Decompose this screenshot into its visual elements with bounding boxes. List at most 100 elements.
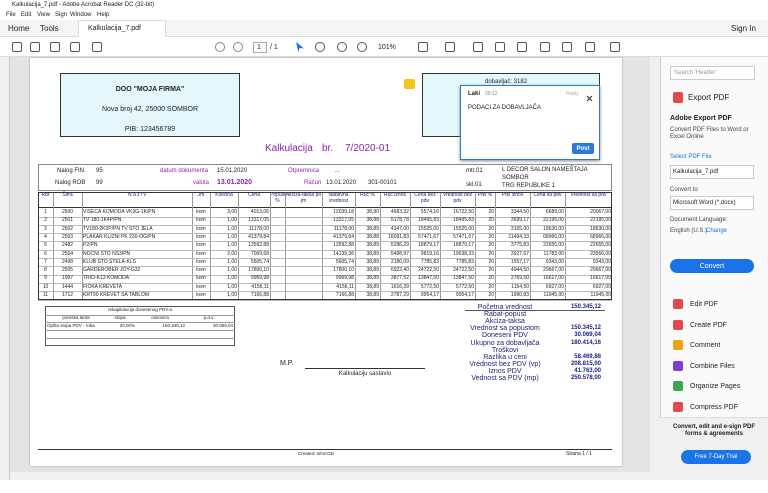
- menu-item[interactable]: File: [6, 12, 16, 18]
- tool-icon[interactable]: [673, 319, 683, 330]
- cell: 6689,00: [545, 209, 564, 215]
- panel-title: Export PDF: [688, 93, 730, 102]
- tool-icon[interactable]: [30, 42, 40, 52]
- menu-item[interactable]: Help: [97, 12, 110, 18]
- doc-title-number: 7/2020-01: [345, 143, 391, 154]
- tool-icon[interactable]: [540, 42, 550, 52]
- trial-button[interactable]: [681, 450, 751, 464]
- cell: 4347,00: [390, 225, 409, 232]
- tool[interactable]: Compress PDF: [690, 403, 738, 411]
- summary-label: Troškovi: [491, 346, 519, 354]
- post-label[interactable]: Post: [576, 146, 590, 152]
- cell: 6927,00: [592, 283, 611, 290]
- cell: 20: [488, 233, 494, 240]
- summary-line: [465, 310, 605, 311]
- cell: 9954,17: [455, 292, 474, 298]
- tool-icon[interactable]: [92, 42, 102, 52]
- tool-icon[interactable]: [495, 42, 505, 52]
- tool-icon[interactable]: [673, 360, 683, 371]
- label: Račun: [304, 180, 322, 186]
- cell: 18495,83: [453, 217, 474, 224]
- tool-icon[interactable]: [562, 42, 572, 52]
- cell: 16617,00: [543, 275, 564, 282]
- tab[interactable]: Tools: [40, 24, 59, 33]
- tax-col: osnovica: [151, 315, 169, 320]
- tool-icon[interactable]: [673, 340, 683, 350]
- cell: 1,00: [227, 242, 237, 249]
- row-line: [38, 266, 612, 267]
- cell: 8: [44, 267, 47, 274]
- cell: 4: [44, 233, 47, 240]
- cell: 2498: [61, 258, 74, 265]
- tool-icon[interactable]: [610, 42, 620, 52]
- tool[interactable]: Edit PDF: [690, 301, 719, 308]
- close-icon[interactable]: [586, 95, 593, 102]
- tool[interactable]: Create PDF: [690, 321, 727, 329]
- menu-item[interactable]: Edit: [21, 12, 32, 18]
- comment-text: PODACI ZA DOBAVLJAČA: [468, 105, 541, 111]
- tool-icon[interactable]: [673, 381, 683, 391]
- close-x[interactable]: [586, 89, 593, 102]
- cell: 12039,18: [333, 209, 354, 215]
- tool-icon[interactable]: [673, 401, 683, 412]
- signature-line: [305, 368, 425, 369]
- change-link[interactable]: Change: [706, 228, 728, 234]
- tool[interactable]: Comment: [690, 342, 721, 349]
- tool-icon[interactable]: [418, 42, 428, 52]
- cell: 9969,98: [250, 275, 269, 282]
- cell: 2505: [61, 267, 74, 274]
- cell: 41379,84: [333, 233, 354, 240]
- service: Adobe Export PDF: [670, 115, 732, 122]
- summary-value: 180.414,16: [570, 339, 601, 346]
- tab[interactable]: Kalkulacija_7.pdf: [88, 25, 141, 32]
- cell: 9343,00: [545, 258, 564, 265]
- tool[interactable]: Combine Files: [690, 362, 735, 370]
- file-select[interactable]: [670, 165, 754, 179]
- cell: 1444: [61, 283, 74, 290]
- format-select[interactable]: [670, 196, 754, 210]
- tool[interactable]: Organize Pages: [690, 383, 741, 390]
- cell: 10: [42, 283, 49, 290]
- tab[interactable]: Home: [8, 24, 30, 33]
- nav-icon[interactable]: [233, 42, 243, 52]
- menu-item[interactable]: Sign: [55, 12, 68, 18]
- export-icon: [673, 92, 683, 103]
- trial-label[interactable]: Free 7-Day Trial: [694, 454, 738, 460]
- tool-icon[interactable]: [315, 42, 325, 52]
- tool-icon[interactable]: [70, 42, 80, 52]
- cell: 15525,00: [418, 225, 439, 232]
- convert-label[interactable]: Convert: [699, 263, 725, 270]
- comment-reply[interactable]: Reply: [566, 91, 579, 97]
- note-icon[interactable]: [404, 79, 415, 89]
- col-line: [210, 192, 211, 300]
- cell: 38,90: [366, 209, 379, 215]
- cell: KRT90 KREVET SA TABLOM: [83, 292, 150, 298]
- cell: 9819,16: [420, 250, 439, 257]
- cell: 11945,00: [543, 292, 564, 298]
- tool-icon[interactable]: [445, 42, 455, 52]
- search-box[interactable]: [670, 66, 755, 80]
- menu-item[interactable]: View: [37, 12, 50, 18]
- nav-icon[interactable]: [215, 42, 225, 52]
- cell: 20: [488, 292, 494, 298]
- convert-button[interactable]: [670, 259, 754, 273]
- tool-icon[interactable]: [585, 42, 595, 52]
- sign-in[interactable]: Sign In: [731, 24, 756, 33]
- tool-icon[interactable]: [357, 42, 367, 52]
- menu-item[interactable]: Window: [70, 12, 92, 18]
- cell: 24722,50: [453, 267, 474, 274]
- select-tool[interactable]: [296, 42, 304, 52]
- cell: 38,89: [366, 258, 379, 265]
- tool-icon[interactable]: [12, 42, 22, 52]
- tool-icon[interactable]: [337, 42, 347, 52]
- cell: 20: [488, 242, 494, 249]
- cell: 38,89: [366, 250, 379, 257]
- summary-label: Razlika u ceni: [483, 353, 527, 361]
- cell: 7785,83: [420, 258, 439, 265]
- tool-icon[interactable]: [50, 42, 60, 52]
- select-link[interactable]: Select PDF File: [670, 154, 712, 160]
- post-button[interactable]: [572, 143, 594, 154]
- tool-icon[interactable]: [473, 42, 483, 52]
- tool-icon[interactable]: [673, 299, 683, 309]
- tool-icon[interactable]: [517, 42, 527, 52]
